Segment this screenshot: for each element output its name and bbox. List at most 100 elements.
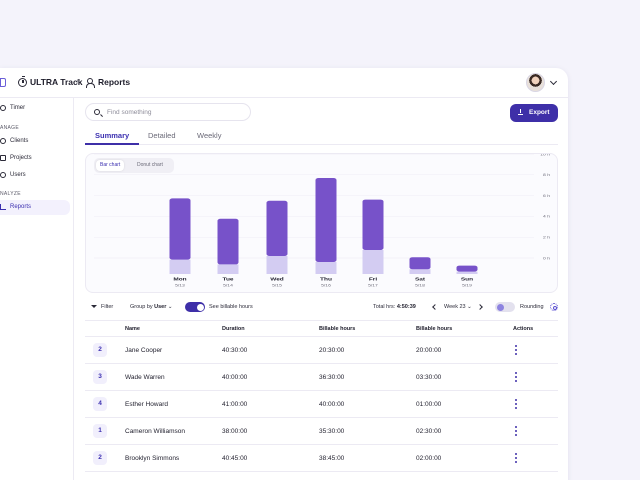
sidebar-item-label: Reports [10, 204, 32, 210]
bar-segment-sat-0[interactable] [409, 269, 431, 274]
table-header: Name Duration Billable hours Billable ho… [85, 320, 558, 337]
cell-duration: 40:00:00 [222, 374, 248, 381]
search-icon [94, 109, 100, 115]
cell-name: Jane Cooper [125, 347, 163, 354]
cell-billable: 20:30:00 [319, 347, 345, 354]
x-date-label: 5/17 [368, 284, 378, 288]
bar-segment-wed-1[interactable] [266, 200, 288, 256]
cell-name: Esther Howard [125, 401, 168, 408]
users-icon [86, 78, 95, 88]
sidebar-toggle-icon[interactable] [0, 78, 6, 87]
column-header-name: Name [125, 326, 140, 332]
bar-segment-tue-0[interactable] [217, 264, 239, 274]
tab-weekly[interactable]: Weekly [197, 131, 222, 140]
cell-name: Cameron Williamson [125, 428, 185, 435]
week-label: Week 23 [444, 304, 466, 310]
y-tick-label: 6 h [543, 194, 551, 198]
chevron-down-icon: ⌄ [467, 304, 472, 310]
more-options-icon[interactable] [515, 372, 517, 382]
main-content: Find something Export Summary Detailed W… [0, 68, 568, 480]
x-category-label: Fri [369, 278, 378, 283]
app-title[interactable]: ULTRA Track [30, 77, 83, 87]
bar-segment-sun-0[interactable] [456, 271, 478, 274]
sidebar: Timer ANAGE Clients Projects Users NALYZ… [0, 98, 74, 480]
sidebar-item-label: Clients [10, 138, 29, 144]
bar-segment-wed-0[interactable] [266, 256, 288, 274]
search-input[interactable]: Find something [85, 103, 251, 121]
column-header-billable: Billable hours [319, 326, 356, 332]
x-date-label: 5/13 [175, 284, 185, 288]
sidebar-item-timer[interactable]: Timer [0, 101, 70, 116]
sidebar-item-users[interactable]: Users [0, 168, 70, 183]
billable-hours-label: See billable hours [209, 304, 253, 310]
cell-duration: 40:45:00 [222, 455, 248, 462]
breadcrumb-current-page: Reports [98, 77, 131, 87]
table-row[interactable]: 2 Brooklyn Simmons 40:45:00 38:45:00 02:00:0… [85, 445, 558, 472]
group-by-label: Group by [130, 304, 153, 310]
filter-label: Filter [101, 304, 114, 310]
total-hours-label: Total hrs: [373, 304, 396, 310]
tab-detailed[interactable]: Detailed [148, 131, 176, 140]
group-by-value: User [154, 304, 167, 310]
bar-chart-button[interactable]: Bar chart [96, 160, 125, 171]
donut-chart-button[interactable]: Donut chart [137, 162, 163, 168]
column-header-billable-2: Billable hours [416, 326, 453, 332]
more-options-icon[interactable] [515, 453, 517, 463]
total-hours-value: 4:50:39 [396, 304, 416, 310]
more-options-icon[interactable] [515, 345, 517, 355]
tab-summary[interactable]: Summary [95, 131, 130, 140]
chevron-left-icon[interactable] [432, 304, 438, 310]
cell-billable-2: 02:30:00 [416, 428, 442, 435]
chevron-down-icon: ⌄ [167, 304, 173, 310]
export-button[interactable]: Export [510, 104, 558, 122]
chart-type-toggle: Bar chart Donut chart [94, 158, 174, 173]
chevron-right-icon[interactable] [477, 304, 483, 310]
cell-duration: 41:00:00 [222, 401, 248, 408]
breadcrumb-separator: / [76, 77, 79, 87]
sidebar-section-manage: ANAGE [0, 125, 20, 131]
bar-segment-tue-1[interactable] [217, 218, 239, 265]
more-options-icon[interactable] [515, 426, 517, 436]
cell-billable-2: 02:00:00 [416, 455, 442, 462]
row-badge: 1 [93, 424, 107, 438]
clock-icon [0, 105, 6, 111]
gear-icon[interactable] [550, 303, 558, 311]
bar-segment-fri-1[interactable] [362, 199, 384, 250]
week-select[interactable]: Week 23 ⌄ [444, 304, 472, 310]
sidebar-item-clients[interactable]: Clients [0, 134, 70, 149]
rounding-toggle[interactable] [495, 302, 515, 312]
x-category-label: Sat [415, 278, 425, 283]
x-category-label: Wed [270, 278, 284, 283]
bar-segment-sat-1[interactable] [409, 257, 431, 270]
sidebar-item-projects[interactable]: Projects [0, 151, 70, 166]
user-avatar[interactable] [526, 73, 545, 92]
cell-billable: 36:30:00 [319, 374, 345, 381]
bar-segment-mon-0[interactable] [169, 259, 191, 274]
x-date-label: 5/18 [415, 284, 425, 288]
bar-segment-fri-0[interactable] [362, 250, 384, 274]
bar-segment-sun-1[interactable] [456, 265, 478, 272]
x-category-label: Mon [173, 278, 187, 283]
cell-billable-2: 03:30:00 [416, 374, 442, 381]
table-row[interactable]: 4 Esther Howard 41:00:00 40:00:00 01:00:00 [85, 391, 558, 418]
x-date-label: 5/16 [321, 284, 331, 288]
total-hours: Total hrs: 4:50:39 [373, 304, 416, 310]
more-options-icon[interactable] [515, 399, 517, 409]
bar-segment-thu-1[interactable] [315, 178, 337, 262]
sidebar-item-label: Users [10, 172, 26, 178]
table-row[interactable]: 3 Wade Warren 40:00:00 36:30:00 03:30:00 [85, 364, 558, 391]
bar-segment-thu-0[interactable] [315, 262, 337, 274]
active-tab-indicator [85, 143, 139, 145]
chart-icon [0, 204, 6, 210]
y-tick-label: 0 h [543, 256, 551, 260]
group-by-select[interactable]: Group by User ⌄ [130, 304, 173, 310]
table-row[interactable]: 1 Cameron Williamson 38:00:00 35:30:00 02:30… [85, 418, 558, 445]
sidebar-item-reports[interactable]: Reports [0, 200, 70, 215]
column-header-duration: Duration [222, 326, 245, 332]
filter-icon [91, 305, 97, 310]
bar-segment-mon-1[interactable] [169, 198, 191, 260]
cell-duration: 40:30:00 [222, 347, 248, 354]
billable-hours-toggle[interactable] [185, 302, 205, 312]
table-row[interactable]: 2 Jane Cooper 40:30:00 20:30:00 20:00:00 [85, 337, 558, 364]
cell-name: Brooklyn Simmons [125, 455, 180, 462]
